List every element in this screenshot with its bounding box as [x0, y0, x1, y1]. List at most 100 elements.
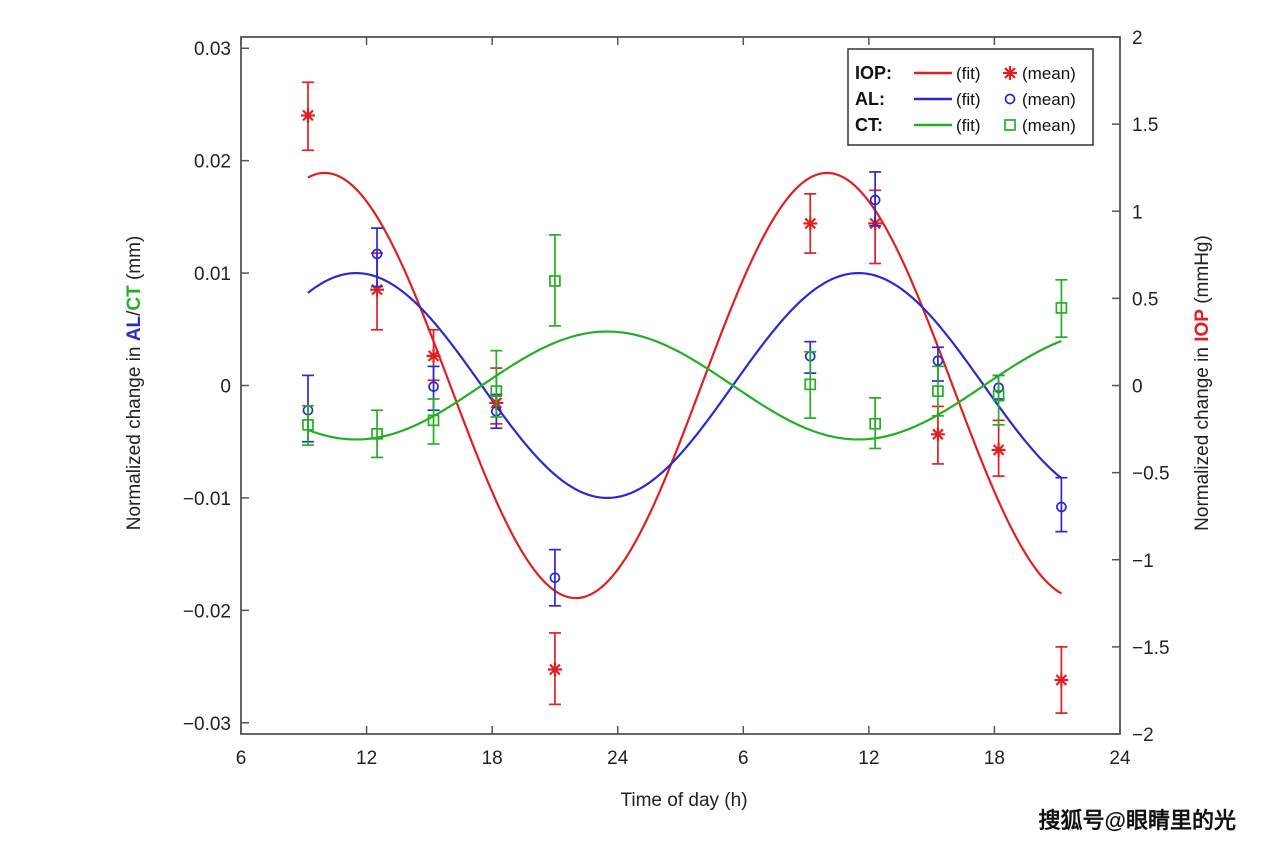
left-y-title-prefix: Normalized change in [124, 341, 145, 530]
x-axis-title: Time of day (h) [620, 790, 747, 811]
al-mean-marker [869, 194, 881, 206]
right-y-tick-label: 0.5 [1132, 289, 1158, 310]
al-mean-point [371, 227, 384, 288]
al-mean-marker [428, 381, 439, 392]
right-y-tick-label: 1 [1132, 202, 1143, 223]
right-y-tick-label: 0 [1132, 377, 1143, 398]
legend-ct-fit-label: (fit) [956, 116, 981, 135]
x-tick-label: 12 [858, 748, 879, 769]
legend-al-mean-label: (mean) [1022, 90, 1076, 109]
ct-mean-marker [490, 385, 503, 397]
legend-al-mean-marker [1004, 93, 1016, 105]
ct-mean-point [548, 234, 561, 327]
iop-fit-line [307, 171, 1062, 600]
right-y-title-iop: IOP [1192, 309, 1213, 342]
legend-ct-mean-label: (mean) [1022, 116, 1076, 135]
legend-al-label: AL: [855, 89, 885, 109]
iop-mean-marker [370, 282, 385, 297]
ct-mean-marker [302, 418, 314, 431]
right-y-axis-ticks: 2 1.5 1 0.5 0 −0.5 −1 −1.5 −2 [1112, 28, 1170, 746]
al-mean-point [869, 171, 882, 227]
legend-iop-mean-label: (mean) [1022, 64, 1076, 83]
fit-curves [307, 171, 1063, 600]
legend-al-fit-label: (fit) [956, 90, 981, 109]
x-tick-label: 6 [738, 748, 749, 769]
left-y-title-suffix: (mm) [124, 236, 145, 286]
ct-mean-marker [549, 275, 561, 287]
iop-mean-marker [547, 662, 562, 677]
iop-mean-point [1054, 646, 1069, 714]
al-mean-marker [1056, 501, 1067, 513]
al-mean-point [548, 548, 561, 607]
iop-mean-marker [991, 442, 1006, 457]
left-y-tick-label: 0.01 [194, 264, 231, 285]
iop-mean-marker [300, 108, 315, 123]
al-fit-line [307, 271, 1063, 500]
al-mean-point [1055, 476, 1068, 533]
left-y-tick-label: 0.03 [194, 39, 231, 60]
left-y-tick-label: −0.01 [183, 489, 231, 510]
right-y-tick-label: −1 [1132, 551, 1154, 572]
left-y-tick-label: 0.02 [194, 152, 231, 173]
x-tick-label: 18 [482, 748, 503, 769]
iop-mean-marker [930, 427, 945, 442]
ct-mean-point [490, 349, 503, 418]
iop-mean-marker [803, 216, 818, 231]
ct-mean-point [931, 365, 944, 417]
left-y-axis-title: Normalized change in AL/CT (mm) [124, 236, 145, 531]
ct-mean-marker [427, 414, 440, 427]
legend-box [847, 48, 1094, 146]
legend-rows: IOP: (fit) (mean) AL: (fit) (mean) CT: (fit) (me… [855, 63, 1076, 135]
ct-mean-marker [371, 427, 383, 440]
ct-mean-point [301, 404, 314, 446]
right-y-title-prefix: Normalized change in [1192, 342, 1213, 531]
left-y-title-ct: CT [124, 285, 145, 311]
mean-markers [300, 81, 1069, 714]
x-tick-label: 24 [607, 748, 629, 769]
iop-mean-marker [426, 348, 441, 363]
iop-mean-point [300, 81, 315, 152]
right-y-tick-label: −1.5 [1132, 638, 1170, 659]
right-y-tick-label: −2 [1132, 725, 1154, 746]
x-axis-ticks: 6 12 18 24 6 12 18 24 [236, 37, 1131, 769]
al-mean-marker [549, 572, 561, 584]
left-y-tick-label: −0.02 [183, 601, 231, 622]
ct-mean-marker [869, 417, 881, 430]
legend-iop-mean-marker [1003, 66, 1017, 80]
ct-mean-marker [932, 385, 944, 397]
legend: IOP: (fit) (mean) AL: (fit) (mean) CT: (fit) (me… [847, 48, 1094, 146]
legend-ct-label: CT: [855, 115, 883, 135]
right-y-tick-label: −0.5 [1132, 464, 1170, 485]
x-tick-label: 6 [236, 748, 247, 769]
ct-mean-marker [992, 389, 1005, 402]
x-tick-label: 12 [356, 748, 377, 769]
iop-mean-point [803, 192, 818, 254]
al-mean-marker [932, 355, 944, 367]
ct-mean-point [371, 409, 384, 459]
ct-mean-point [804, 350, 817, 419]
iop-mean-point [547, 632, 562, 706]
watermark: 搜狐号@眼睛里的光 [1039, 808, 1236, 833]
ct-mean-point [1055, 278, 1068, 339]
al-mean-marker [371, 248, 383, 260]
left-y-tick-label: −0.03 [183, 714, 231, 735]
right-y-axis-title: Normalized change in IOP (mmHg) [1192, 235, 1213, 531]
left-y-axis-ticks: 0.03 0.02 0.01 0 −0.01 −0.02 −0.03 [183, 39, 249, 735]
iop-mean-point [991, 419, 1006, 477]
x-tick-label: 18 [984, 748, 1005, 769]
legend-iop-label: IOP: [855, 63, 892, 83]
right-y-tick-label: 2 [1132, 28, 1143, 49]
ct-mean-marker [1055, 302, 1068, 314]
ct-mean-point [427, 398, 440, 445]
ct-mean-point [992, 374, 1005, 426]
left-y-title-slash: / [124, 310, 145, 316]
ct-mean-point [869, 397, 882, 450]
x-tick-label: 24 [1109, 748, 1131, 769]
legend-iop-fit-label: (fit) [956, 64, 981, 83]
legend-ct-mean-marker [1004, 119, 1016, 131]
iop-mean-marker [1054, 672, 1069, 687]
left-y-title-al: AL [124, 316, 145, 342]
ct-fit-line [307, 330, 1062, 441]
ct-mean-marker [804, 378, 817, 391]
